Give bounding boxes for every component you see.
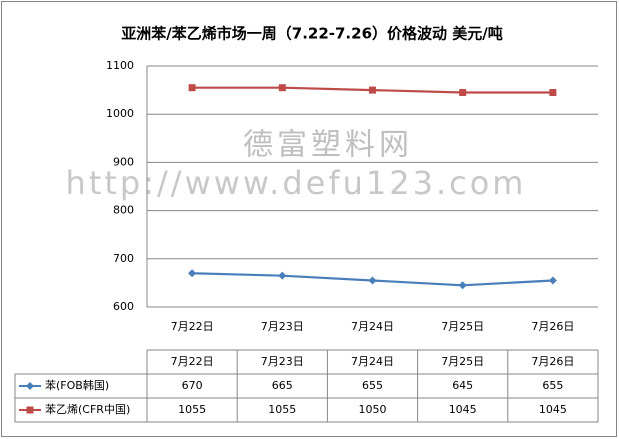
marker [459,89,467,97]
table-header: 7月23日 [261,355,304,368]
table-cell: 655 [542,379,563,392]
x-tick-label: 7月22日 [171,320,214,333]
marker [549,89,557,97]
table-cell: 1055 [178,403,206,416]
watermark: 德富塑料网 [243,128,413,163]
x-tick-label: 7月23日 [261,320,304,333]
table-cell: 655 [362,379,383,392]
table-header: 7月26日 [531,355,574,368]
table-cell: 670 [182,379,203,392]
marker [278,271,287,280]
legend-label: 苯乙烯(CFR中国) [45,402,130,416]
table-header: 7月22日 [171,355,214,368]
table-cell: 1045 [539,403,567,416]
x-tick-label: 7月26日 [531,320,574,333]
chart-title: 亚洲苯/苯乙烯市场一周（7.22-7.26）价格波动 美元/吨 [121,25,502,43]
y-tick-label: 800 [113,204,134,217]
x-tick-label: 7月25日 [441,320,484,333]
legend-label: 苯(FOB韩国) [45,378,109,392]
table-header: 7月25日 [441,355,484,368]
table-header: 7月24日 [351,355,394,368]
table-cell: 1050 [359,403,387,416]
x-tick-label: 7月24日 [351,320,394,333]
marker [278,84,286,92]
marker [188,84,196,92]
marker [26,382,34,390]
y-tick-label: 600 [113,300,134,313]
y-tick-label: 900 [113,155,134,168]
y-tick-label: 1000 [106,107,134,120]
marker [368,276,377,285]
y-tick-label: 700 [113,252,134,265]
marker [369,86,376,94]
marker [188,269,197,278]
table-cell: 645 [452,379,473,392]
watermark: http://www.defu123.com [66,164,527,202]
table-cell: 665 [272,379,293,392]
marker [458,281,467,290]
marker [548,276,557,285]
table-cell: 1055 [268,403,296,416]
marker [26,406,34,414]
y-tick-label: 1100 [106,59,134,72]
table-cell: 1045 [449,403,477,416]
